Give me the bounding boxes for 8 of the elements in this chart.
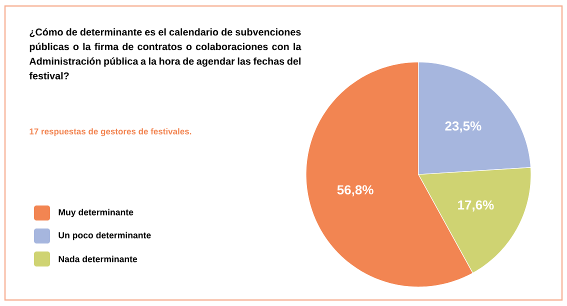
legend-label: Nada determinante <box>58 256 138 262</box>
data-label: 17,6% <box>458 200 494 212</box>
data-label: 23,5% <box>445 121 482 132</box>
data-label: 56,8% <box>337 185 374 196</box>
text: 17 respuestas de gestores de festivales. <box>30 128 192 136</box>
legend-label: Un poco determinante <box>58 232 151 240</box>
chart-title: ¿Cómo de determinante es el calendario de subvenciones públicas o la firma de contratos o colaboraciones con la Administración pública a la hora de agendar las fechas del festival? <box>29 28 302 80</box>
legend-label: Muy determinante <box>58 208 134 218</box>
